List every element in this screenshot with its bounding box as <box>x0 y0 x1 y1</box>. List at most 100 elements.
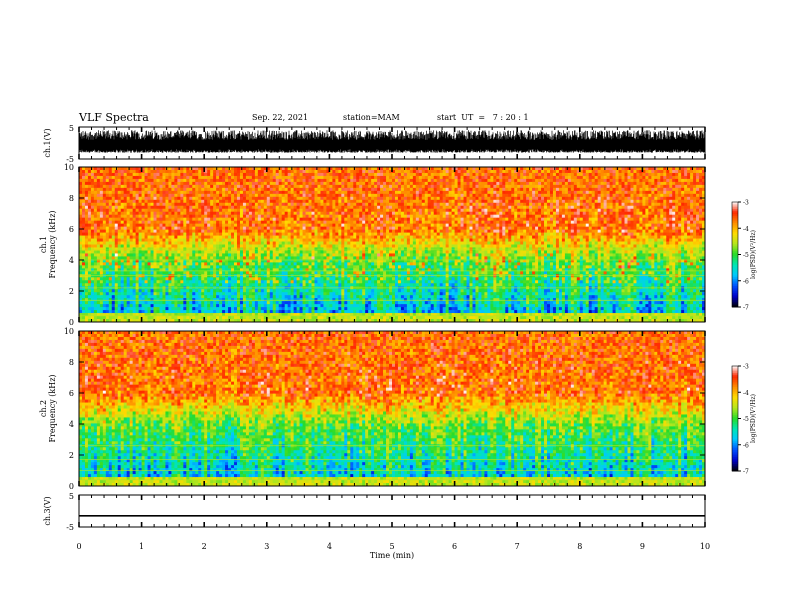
psd-cell <box>326 239 329 242</box>
psd-cell <box>234 194 237 197</box>
psd-cell <box>282 173 285 176</box>
psd-cell <box>300 212 303 215</box>
psd-cell <box>219 194 222 197</box>
psd-cell <box>186 197 189 200</box>
psd-cell <box>189 277 192 280</box>
psd-cell <box>350 167 353 170</box>
psd-cell <box>234 295 237 298</box>
psd-cell <box>115 227 118 230</box>
psd-cell <box>273 256 276 259</box>
psd-cell <box>148 188 151 191</box>
psd-cell <box>279 221 282 224</box>
psd-cell <box>332 239 335 242</box>
psd-cell <box>204 298 207 301</box>
psd-cell <box>249 239 252 242</box>
psd-cell <box>234 167 237 170</box>
psd-cell <box>273 218 276 221</box>
psd-cell <box>127 250 130 253</box>
psd-cell <box>189 298 192 301</box>
psd-cell <box>180 227 183 230</box>
psd-cell <box>353 292 356 295</box>
psd-cell <box>350 173 353 176</box>
psd-cell <box>261 197 264 200</box>
psd-cell <box>97 271 100 274</box>
psd-cell <box>323 230 326 233</box>
psd-cell <box>320 265 323 268</box>
psd-cell <box>344 197 347 200</box>
psd-cell <box>79 256 82 259</box>
psd-cell <box>285 203 288 206</box>
psd-cell <box>186 194 189 197</box>
psd-cell <box>219 274 222 277</box>
psd-cell <box>282 182 285 185</box>
psd-cell <box>103 230 106 233</box>
psd-cell <box>142 265 145 268</box>
psd-cell <box>323 242 326 245</box>
psd-cell <box>133 179 136 182</box>
psd-cell <box>174 200 177 203</box>
psd-cell <box>234 245 237 248</box>
psd-cell <box>82 194 85 197</box>
psd-cell <box>121 200 124 203</box>
psd-cell <box>291 245 294 248</box>
psd-cell <box>353 176 356 179</box>
psd-cell <box>309 203 312 206</box>
psd-cell <box>186 230 189 233</box>
psd-cell <box>326 301 329 304</box>
psd-cell <box>192 304 195 307</box>
psd-cell <box>168 230 171 233</box>
psd-cell <box>145 304 148 307</box>
psd-cell <box>317 289 320 292</box>
psd-cell <box>246 304 249 307</box>
psd-cell <box>332 170 335 173</box>
psd-cell <box>225 167 228 170</box>
psd-cell <box>177 218 180 221</box>
psd-cell <box>231 310 234 313</box>
psd-cell <box>177 289 180 292</box>
psd-cell <box>303 185 306 188</box>
psd-cell <box>124 289 127 292</box>
psd-cell <box>291 256 294 259</box>
psd-cell <box>210 277 213 280</box>
psd-cell <box>118 292 121 295</box>
psd-cell <box>231 277 234 280</box>
psd-cell <box>177 239 180 242</box>
psd-cell <box>145 197 148 200</box>
psd-cell <box>243 253 246 256</box>
psd-cell <box>264 191 267 194</box>
psd-cell <box>133 277 136 280</box>
psd-cell <box>306 179 309 182</box>
psd-cell <box>145 295 148 298</box>
psd-cell <box>282 265 285 268</box>
psd-cell <box>198 179 201 182</box>
psd-cell <box>168 239 171 242</box>
psd-cell <box>258 250 261 253</box>
psd-cell <box>216 227 219 230</box>
psd-cell <box>130 239 133 242</box>
psd-cell <box>198 185 201 188</box>
psd-cell <box>231 206 234 209</box>
psd-cell <box>97 274 100 277</box>
psd-cell <box>234 188 237 191</box>
psd-cell <box>335 289 338 292</box>
psd-cell <box>213 218 216 221</box>
psd-cell <box>157 271 160 274</box>
psd-cell <box>279 218 282 221</box>
psd-cell <box>326 262 329 265</box>
psd-cell <box>168 250 171 253</box>
psd-cell <box>174 167 177 170</box>
psd-cell <box>106 221 109 224</box>
psd-cell <box>344 274 347 277</box>
psd-cell <box>157 215 160 218</box>
psd-cell <box>338 298 341 301</box>
psd-cell <box>326 209 329 212</box>
psd-cell <box>315 200 318 203</box>
psd-cell <box>127 245 130 248</box>
psd-cell <box>326 274 329 277</box>
psd-cell <box>180 316 183 319</box>
psd-cell <box>195 215 198 218</box>
psd-cell <box>127 215 130 218</box>
psd-cell <box>315 185 318 188</box>
psd-cell <box>249 292 252 295</box>
psd-cell <box>112 310 115 313</box>
